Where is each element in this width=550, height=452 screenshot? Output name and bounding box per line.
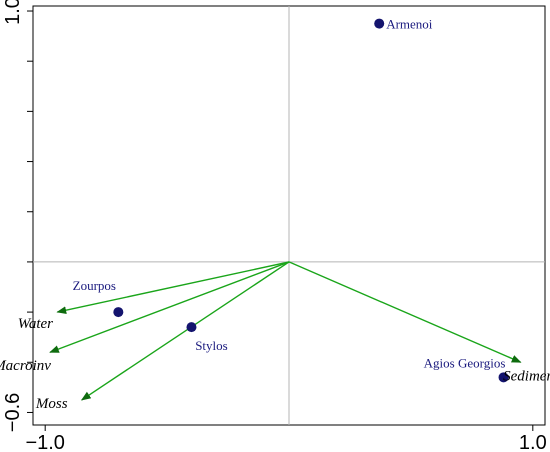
vector-label-macroinv: Macroinv [0, 358, 51, 374]
vector-arrow-water [56, 261, 290, 315]
site-point-stylos [186, 322, 197, 333]
labels: Water Macroinv Moss Sediment Armenoi Zourpos S… [0, 17, 550, 412]
site-label-agios-georgios: Agios Georgios [424, 355, 506, 370]
y-tick-label: −0.6 [2, 393, 24, 432]
vector-label-sediment: Sediment [503, 368, 550, 384]
x-tick-label: 1.0 [519, 432, 547, 452]
site-point-zourpos [113, 307, 124, 318]
points [113, 18, 509, 383]
vectors [49, 261, 522, 401]
vector-label-water: Water [18, 316, 53, 332]
x-tick-label: −1.0 [25, 432, 64, 452]
site-label-stylos: Stylos [195, 338, 228, 353]
site-point-agios-georgios [498, 372, 509, 383]
site-point-armenoi [374, 18, 385, 29]
vector-arrow-macroinv [49, 261, 290, 353]
vector-arrow-moss [80, 261, 290, 401]
y-tick-label: 1.0 [2, 0, 24, 25]
vector-label-moss: Moss [35, 396, 68, 412]
vector-arrow-sediment [288, 261, 522, 363]
site-label-zourpos: Zourpos [73, 278, 116, 293]
site-label-armenoi: Armenoi [386, 17, 433, 32]
